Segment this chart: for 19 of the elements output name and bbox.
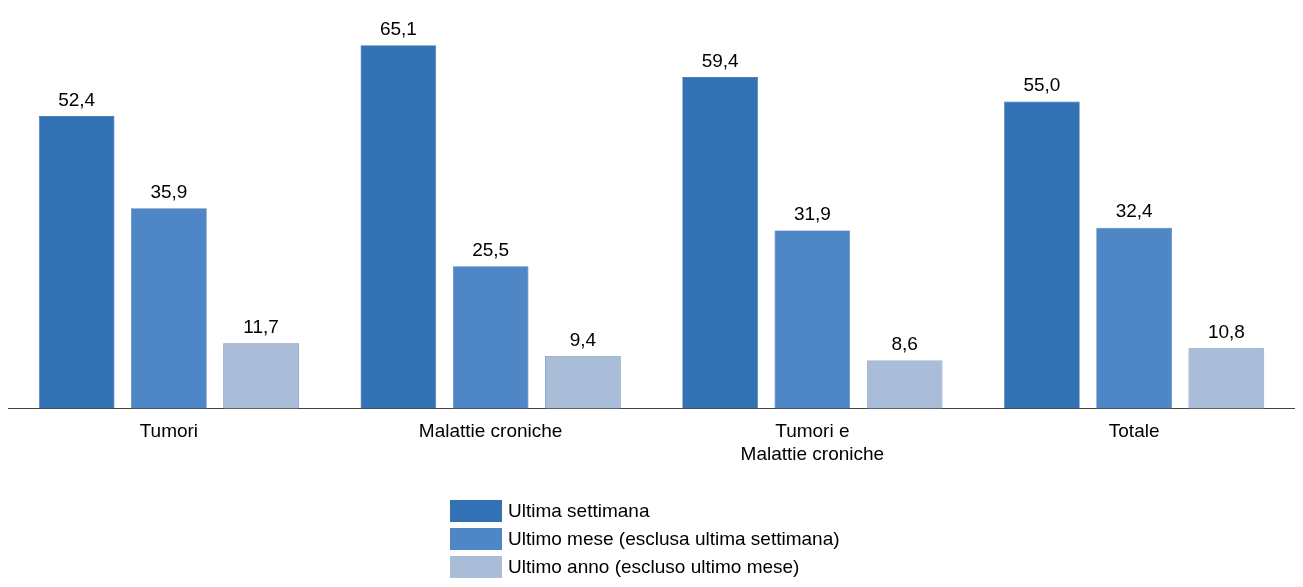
data-label: 8,6 [891,333,918,355]
data-label: 55,0 [1023,74,1061,96]
x-tick-label: Malattie croniche [418,420,563,442]
legend-label: Ultimo mese (esclusa ultima settimana) [508,528,840,550]
x-tick-label: Tumori e Malattie croniche [740,420,885,464]
data-label: 65,1 [379,18,417,39]
legend-label: Ultima settimana [508,500,650,522]
legend-label: Ultimo anno (escluso ultimo mese) [508,556,800,578]
data-label: 31,9 [793,203,831,225]
data-label: 35,9 [150,180,188,202]
data-label: 11,7 [243,315,279,337]
data-label: 25,5 [472,238,510,260]
x-tick-label: Tumori [139,420,199,442]
data-label: 10,8 [1207,320,1245,342]
data-label: 52,4 [58,88,96,110]
x-tick-label: Totale [1108,420,1160,442]
data-label: 32,4 [1115,200,1154,222]
data-label: 59,4 [701,49,740,71]
data-label: 9,4 [569,328,597,350]
